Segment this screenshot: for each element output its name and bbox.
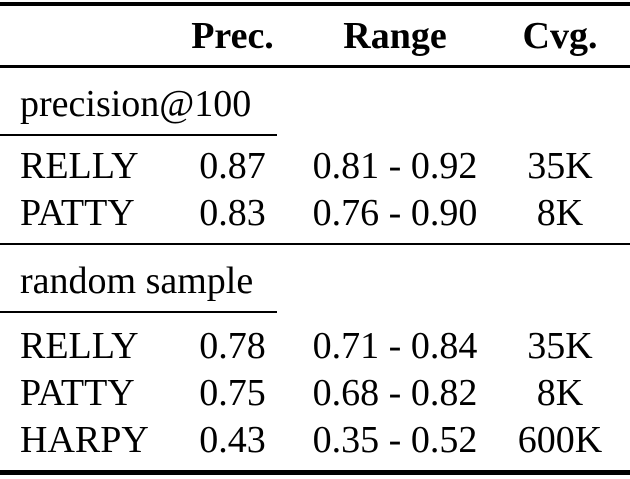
bottom-rule [0,470,630,475]
column-header-prec: Prec. [191,14,274,57]
prec-value: 0.43 [199,418,266,461]
cvg-value: 35K [527,324,593,367]
system-name: RELLY [20,324,139,367]
section-header-precision-at-100: precision@100 [0,68,630,134]
prec-value: 0.87 [199,144,266,187]
system-name: PATTY [20,371,135,414]
range-value: 0.68 - 0.82 [312,371,478,414]
header-rule [0,65,630,68]
cvg-value: 8K [536,371,584,414]
system-name: HARPY [20,418,149,461]
prec-value: 0.75 [199,371,266,414]
section-header-random-sample: random sample [0,245,630,311]
column-header-cvg: Cvg. [522,14,598,57]
table-row: RELLY 0.78 0.71 - 0.84 35K [0,322,630,369]
column-header-range: Range [343,14,447,57]
system-name: PATTY [20,191,135,234]
table-row: RELLY 0.87 0.81 - 0.92 35K [0,142,630,189]
cvg-value: 600K [517,418,603,461]
spacer [0,313,630,322]
range-value: 0.81 - 0.92 [312,144,478,187]
top-rule [0,2,630,6]
table-row: PATTY 0.75 0.68 - 0.82 8K [0,369,630,416]
prec-value: 0.83 [199,191,266,234]
table-row: HARPY 0.43 0.35 - 0.52 600K [0,416,630,463]
section-label: random sample [20,259,254,302]
range-value: 0.76 - 0.90 [312,191,478,234]
range-value: 0.71 - 0.84 [312,324,478,367]
section-partial-rule [0,311,277,313]
table-header-row: Prec. Range Cvg. [0,6,630,65]
section-divider-rule [0,243,630,245]
system-name: RELLY [20,144,139,187]
spacer [0,236,630,243]
section-partial-rule [0,134,277,136]
section-label: precision@100 [20,82,252,125]
cvg-value: 8K [536,191,584,234]
cvg-value: 35K [527,144,593,187]
prec-value: 0.78 [199,324,266,367]
spacer [0,463,630,470]
range-value: 0.35 - 0.52 [312,418,478,461]
table-row: PATTY 0.83 0.76 - 0.90 8K [0,189,630,236]
